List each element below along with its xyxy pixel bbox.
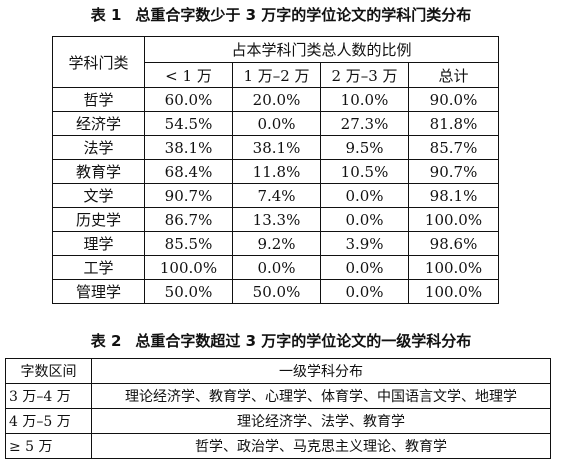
- row-category: 哲学: [52, 87, 145, 112]
- table-cell: 27.3%: [320, 111, 409, 136]
- table-cell: 90.7%: [144, 183, 233, 208]
- table1-header-category: 学科门类: [52, 36, 145, 88]
- table-cell: 0.0%: [320, 279, 409, 304]
- table-row: 4 万–5 万 理论经济学、法学、教育学: [5, 408, 551, 434]
- row-category: 历史学: [52, 207, 145, 232]
- table-cell: 100.0%: [407, 279, 500, 304]
- table2-header-range: 字数区间: [5, 358, 92, 384]
- table-cell: 90.7%: [407, 159, 500, 184]
- table-cell: 100.0%: [407, 255, 500, 280]
- table1-column-header: 1 万–2 万: [232, 62, 321, 88]
- subjects-cell: 理论经济学、法学、教育学: [91, 408, 551, 434]
- table-row: ≥ 5 万 哲学、政治学、马克思主义理论、教育学: [5, 433, 551, 459]
- table-cell: 50.0%: [144, 279, 233, 304]
- table-cell: 98.6%: [407, 231, 500, 256]
- discipline-distribution-table: 学科门类 占本学科门类总人数的比例 < 1 万 1 万–2 万 2 万–3 万 …: [52, 36, 500, 304]
- table-cell: 54.5%: [144, 111, 233, 136]
- table-row: 经济学 54.5% 0.0% 27.3% 81.8%: [52, 111, 500, 136]
- table-cell: 85.7%: [407, 135, 500, 160]
- table1-header-row: 学科门类 占本学科门类总人数的比例: [52, 36, 500, 88]
- table-row: 法学 38.1% 38.1% 9.5% 85.7%: [52, 135, 500, 160]
- table-cell: 38.1%: [232, 135, 321, 160]
- table-cell: 50.0%: [232, 279, 321, 304]
- table-cell: 9.5%: [320, 135, 409, 160]
- table-cell: 20.0%: [232, 87, 321, 112]
- table-cell: 0.0%: [320, 207, 409, 232]
- table2-caption-title: 总重合字数超过 3 万字的学位论文的一级学科分布: [135, 332, 472, 350]
- table-cell: 85.5%: [144, 231, 233, 256]
- table-row: 历史学 86.7% 13.3% 0.0% 100.0%: [52, 207, 500, 232]
- table-cell: 100.0%: [144, 255, 233, 280]
- table-cell: 0.0%: [232, 255, 321, 280]
- word-range-cell: ≥ 5 万: [5, 433, 92, 459]
- table-row: 教育学 68.4% 11.8% 10.5% 90.7%: [52, 159, 500, 184]
- table-cell: 81.8%: [407, 111, 500, 136]
- table2-caption-number: 表 2: [90, 332, 122, 350]
- table-cell: 90.0%: [407, 87, 500, 112]
- table-row: 哲学 60.0% 20.0% 10.0% 90.0%: [52, 87, 500, 112]
- row-category: 管理学: [52, 279, 145, 304]
- table-cell: 0.0%: [320, 183, 409, 208]
- row-category: 教育学: [52, 159, 145, 184]
- table-cell: 7.4%: [232, 183, 321, 208]
- row-category: 理学: [52, 231, 145, 256]
- table1-column-header: 总计: [407, 62, 500, 88]
- table-cell: 0.0%: [232, 111, 321, 136]
- table-cell: 100.0%: [407, 207, 500, 232]
- table1-column-header: 2 万–3 万: [320, 62, 409, 88]
- table-cell: 10.0%: [320, 87, 409, 112]
- row-category: 经济学: [52, 111, 145, 136]
- table1-column-header: < 1 万: [144, 62, 233, 88]
- table2-header-row: 字数区间 一级学科分布: [5, 358, 551, 384]
- word-count-subject-table: 字数区间 一级学科分布 3 万–4 万 理论经济学、教育学、心理学、体育学、中国…: [5, 358, 551, 459]
- row-category: 法学: [52, 135, 145, 160]
- table-cell: 60.0%: [144, 87, 233, 112]
- table-row: 文学 90.7% 7.4% 0.0% 98.1%: [52, 183, 500, 208]
- row-category: 工学: [52, 255, 145, 280]
- subjects-cell: 理论经济学、教育学、心理学、体育学、中国语言文学、地理学: [91, 383, 551, 409]
- table1-caption-title: 总重合字数少于 3 万字的学位论文的学科门类分布: [135, 6, 472, 24]
- word-range-cell: 3 万–4 万: [5, 383, 92, 409]
- table1-caption-number: 表 1: [90, 6, 122, 24]
- table-cell: 13.3%: [232, 207, 321, 232]
- table-cell: 98.1%: [407, 183, 500, 208]
- table1-subheader-row: < 1 万 1 万–2 万 2 万–3 万 总计: [53, 62, 500, 88]
- table1-caption: 表 1 总重合字数少于 3 万字的学位论文的学科门类分布: [0, 5, 562, 25]
- table2-header-subjects: 一级学科分布: [91, 358, 551, 384]
- table-cell: 3.9%: [320, 231, 409, 256]
- table-cell: 10.5%: [320, 159, 409, 184]
- word-range-cell: 4 万–5 万: [5, 408, 92, 434]
- table-row: 管理学 50.0% 50.0% 0.0% 100.0%: [52, 279, 500, 304]
- table2-caption: 表 2 总重合字数超过 3 万字的学位论文的一级学科分布: [0, 331, 562, 351]
- table-cell: 38.1%: [144, 135, 233, 160]
- subjects-cell: 哲学、政治学、马克思主义理论、教育学: [91, 433, 551, 459]
- table-cell: 0.0%: [320, 255, 409, 280]
- table-cell: 9.2%: [232, 231, 321, 256]
- table1-header-group: 占本学科门类总人数的比例: [143, 36, 500, 63]
- row-category: 文学: [52, 183, 145, 208]
- table-cell: 11.8%: [232, 159, 321, 184]
- table-cell: 86.7%: [144, 207, 233, 232]
- table-row: 3 万–4 万 理论经济学、教育学、心理学、体育学、中国语言文学、地理学: [5, 383, 551, 409]
- table-row: 理学 85.5% 9.2% 3.9% 98.6%: [52, 231, 500, 256]
- table-row: 工学 100.0% 0.0% 0.0% 100.0%: [52, 255, 500, 280]
- table-cell: 68.4%: [144, 159, 233, 184]
